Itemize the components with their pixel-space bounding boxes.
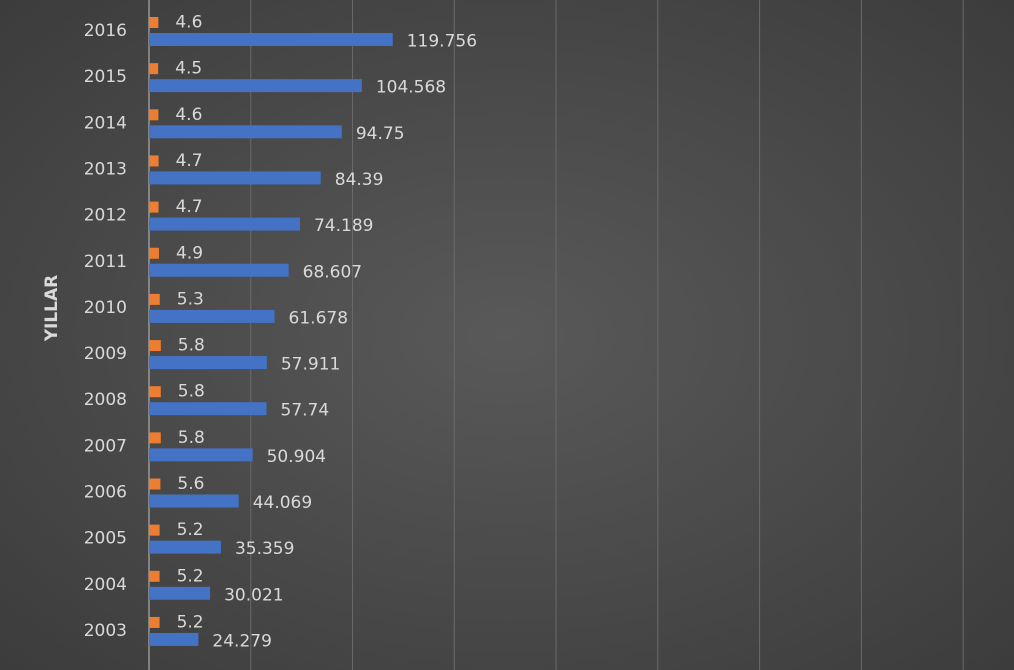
y-tick-label: 2003 — [84, 621, 127, 641]
bar — [149, 201, 159, 213]
y-tick-label: 2009 — [84, 344, 127, 364]
bar — [149, 155, 159, 167]
bar — [149, 171, 321, 185]
bar — [149, 33, 393, 46]
bar — [149, 125, 342, 139]
data-label: 104.568 — [376, 78, 446, 98]
data-label: 5.2 — [177, 520, 204, 540]
data-label: 61.678 — [289, 308, 348, 328]
bar — [149, 79, 362, 93]
bar — [149, 63, 159, 75]
bar — [149, 109, 159, 121]
data-label: 5.8 — [178, 428, 205, 448]
bar — [149, 570, 160, 582]
data-label: 5.3 — [177, 289, 204, 309]
bar — [149, 432, 161, 444]
bar — [149, 478, 161, 490]
data-label: 74.189 — [314, 216, 373, 236]
data-label: 30.021 — [224, 585, 283, 605]
y-tick-label: 2013 — [84, 159, 127, 179]
data-label: 84.39 — [335, 170, 384, 190]
data-label: 94.75 — [356, 124, 405, 144]
y-tick-label: 2012 — [84, 206, 127, 226]
bar — [149, 524, 160, 536]
y-axis-title: YILLAR — [42, 275, 62, 343]
bar — [149, 494, 239, 508]
y-tick-label: 2015 — [84, 67, 127, 87]
y-tick-label: 2014 — [84, 113, 127, 133]
y-tick-label: 2007 — [84, 436, 127, 456]
data-label: 5.8 — [178, 336, 205, 356]
data-label: 44.069 — [253, 493, 312, 513]
data-label: 35.359 — [235, 539, 294, 559]
bar — [149, 586, 211, 600]
data-label: 4.5 — [175, 59, 202, 79]
data-label: 4.7 — [176, 151, 203, 171]
data-label: 4.9 — [176, 243, 203, 263]
bar — [149, 293, 160, 305]
bar — [149, 309, 275, 323]
data-label: 50.904 — [267, 447, 326, 467]
y-tick-label: 2016 — [84, 21, 127, 41]
y-tick-label: 2011 — [84, 252, 127, 272]
bar — [149, 448, 253, 462]
bar — [149, 402, 267, 416]
data-label: 5.2 — [177, 566, 204, 586]
data-label: 24.279 — [212, 631, 271, 651]
data-label: 57.74 — [281, 401, 330, 421]
bar — [149, 263, 289, 277]
data-label: 4.7 — [176, 197, 203, 217]
bar — [149, 17, 159, 28]
bar — [149, 616, 160, 628]
bar — [149, 356, 267, 370]
bar — [149, 540, 221, 554]
data-label: 57.911 — [281, 355, 340, 375]
data-label: 5.8 — [178, 382, 205, 402]
bar — [149, 217, 300, 231]
data-label: 4.6 — [175, 105, 202, 125]
bar — [149, 247, 159, 259]
data-label: 5.6 — [177, 474, 204, 494]
y-tick-label: 2008 — [84, 390, 127, 410]
bar — [149, 632, 199, 646]
data-label: 5.2 — [177, 612, 204, 632]
data-label: 68.607 — [303, 262, 362, 282]
bar — [149, 340, 161, 352]
data-label: 119.756 — [407, 32, 477, 52]
y-tick-label: 2004 — [84, 575, 127, 595]
y-tick-label: 2005 — [84, 529, 127, 549]
bar — [149, 386, 161, 398]
y-tick-label: 2006 — [84, 483, 127, 503]
data-label: 4.6 — [175, 13, 202, 33]
y-tick-label: 2010 — [84, 298, 127, 318]
